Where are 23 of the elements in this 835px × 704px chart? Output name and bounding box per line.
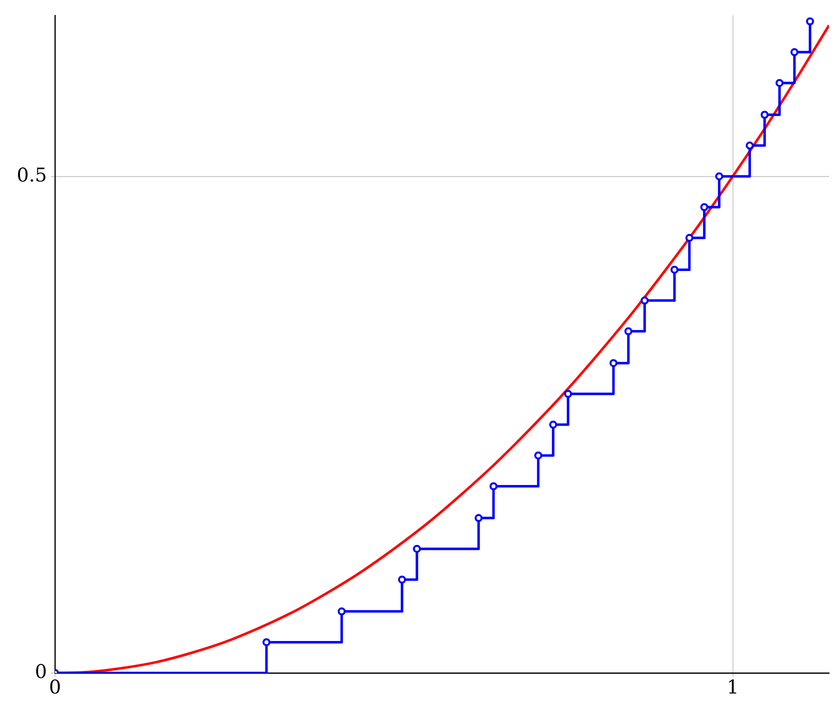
point	[760, 110, 769, 119]
point	[640, 296, 649, 304]
point	[564, 390, 572, 398]
y-tick-label: 0.5	[16, 164, 47, 186]
point	[700, 203, 708, 212]
point	[534, 451, 542, 460]
point	[685, 234, 694, 242]
point	[490, 482, 498, 490]
point	[609, 359, 618, 368]
point	[790, 48, 798, 56]
point	[806, 17, 814, 26]
point	[338, 607, 346, 616]
point	[746, 142, 754, 150]
point	[398, 576, 406, 584]
point	[776, 78, 784, 87]
point	[474, 514, 483, 522]
point	[715, 172, 724, 180]
x-tick-label: 1	[726, 676, 739, 698]
point	[624, 327, 632, 336]
point	[262, 638, 270, 646]
point	[549, 420, 558, 429]
point	[412, 544, 421, 553]
point	[670, 266, 678, 274]
